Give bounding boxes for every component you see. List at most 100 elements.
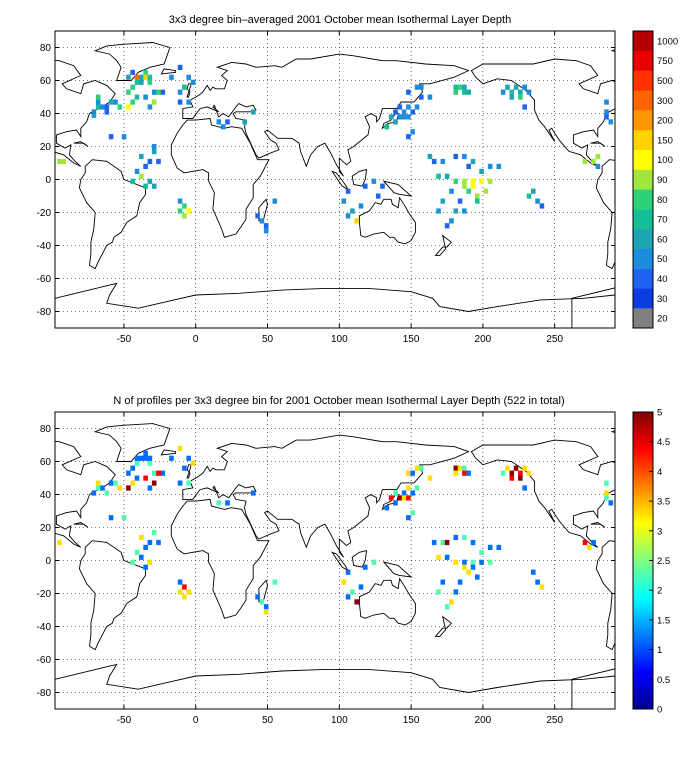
data-cell [130,84,135,90]
data-cell [505,84,510,90]
data-cell [134,94,140,100]
data-cell [462,559,467,565]
data-cell [440,539,446,546]
data-cell [414,84,420,90]
y-tick-label: 20 [40,523,52,534]
data-cell [350,589,355,595]
data-cell [151,470,157,476]
data-cell [130,99,135,105]
data-cell [177,89,183,95]
data-cell [143,475,148,481]
colorbar-label: 100 [657,155,673,166]
data-cell [139,455,144,461]
data-cell [513,465,519,471]
data-cell [427,94,433,100]
data-cell [147,158,153,165]
data-cell [453,153,459,160]
x-tick-label: 50 [262,334,274,345]
colorbar-label: 1000 [657,36,678,47]
data-cell [126,89,131,95]
data-cell [406,470,411,476]
data-cell [509,94,515,100]
colorbar-swatch [633,169,653,190]
data-cell [151,89,157,95]
data-cell [177,99,183,105]
data-cell [350,208,355,214]
coastline [434,234,452,256]
data-cell [147,485,153,491]
colorbar-swatch [633,308,653,329]
data-cell [251,109,256,115]
data-cell [216,119,222,125]
data-cell [147,559,153,565]
data-cell [410,109,415,115]
data-cell [591,158,596,165]
y-tick-label: 40 [40,109,52,120]
data-cell [608,119,614,125]
data-cell [436,208,441,214]
data-cell [143,74,148,80]
coastline [55,663,615,709]
x-tick-label: -50 [117,715,132,726]
y-tick-label: -20 [37,208,52,219]
colorbar-label: 200 [657,116,673,127]
data-cell [177,480,183,486]
coastline [590,141,606,147]
data-cell [479,549,484,555]
data-cell [431,158,437,165]
data-cell [397,495,403,501]
data-cell [156,470,161,476]
data-cell [539,584,545,590]
data-cell [397,104,403,110]
data-cell [134,455,140,461]
data-cell [190,460,196,466]
data-cell [393,119,398,125]
data-cell [182,465,187,471]
data-cell [419,465,424,471]
data-cell [130,178,135,184]
data-cell [444,173,450,179]
data-cell [475,574,480,580]
data-cell [518,89,523,95]
data-cell [190,79,196,85]
data-cell [134,79,140,85]
colorbar-label: 70 [657,215,668,226]
coastline [595,159,615,270]
data-cell [384,505,390,511]
data-cell [496,163,502,169]
data-cell [453,589,459,595]
y-tick-label: -60 [37,274,52,285]
data-cell [449,599,454,605]
data-cell [470,564,476,570]
data-cell [139,74,144,80]
data-cell [147,79,153,85]
data-cell [466,569,471,575]
colorbar-label: 30 [657,294,668,305]
colorbar-swatch [633,268,653,289]
data-cell [345,569,351,575]
coastline [55,59,116,167]
data-cell [500,470,506,476]
data-cell [406,485,411,491]
data-cell [453,208,459,214]
data-cell [496,544,502,550]
data-cell [126,470,131,476]
data-cell [371,178,377,184]
data-cell [100,104,105,110]
data-cell [397,114,403,120]
data-cell [251,490,256,496]
data-cell [531,569,536,575]
data-cell [358,584,364,590]
data-cell [113,99,118,105]
colorbar-label: 20 [657,314,668,325]
data-cell [134,549,140,555]
coastline [470,439,615,548]
data-cell [160,470,166,476]
data-cell [57,158,62,165]
data-cell [134,475,140,481]
data-cell [130,559,135,565]
data-cell [263,228,269,234]
data-cell [604,109,609,115]
data-cell [470,539,476,546]
